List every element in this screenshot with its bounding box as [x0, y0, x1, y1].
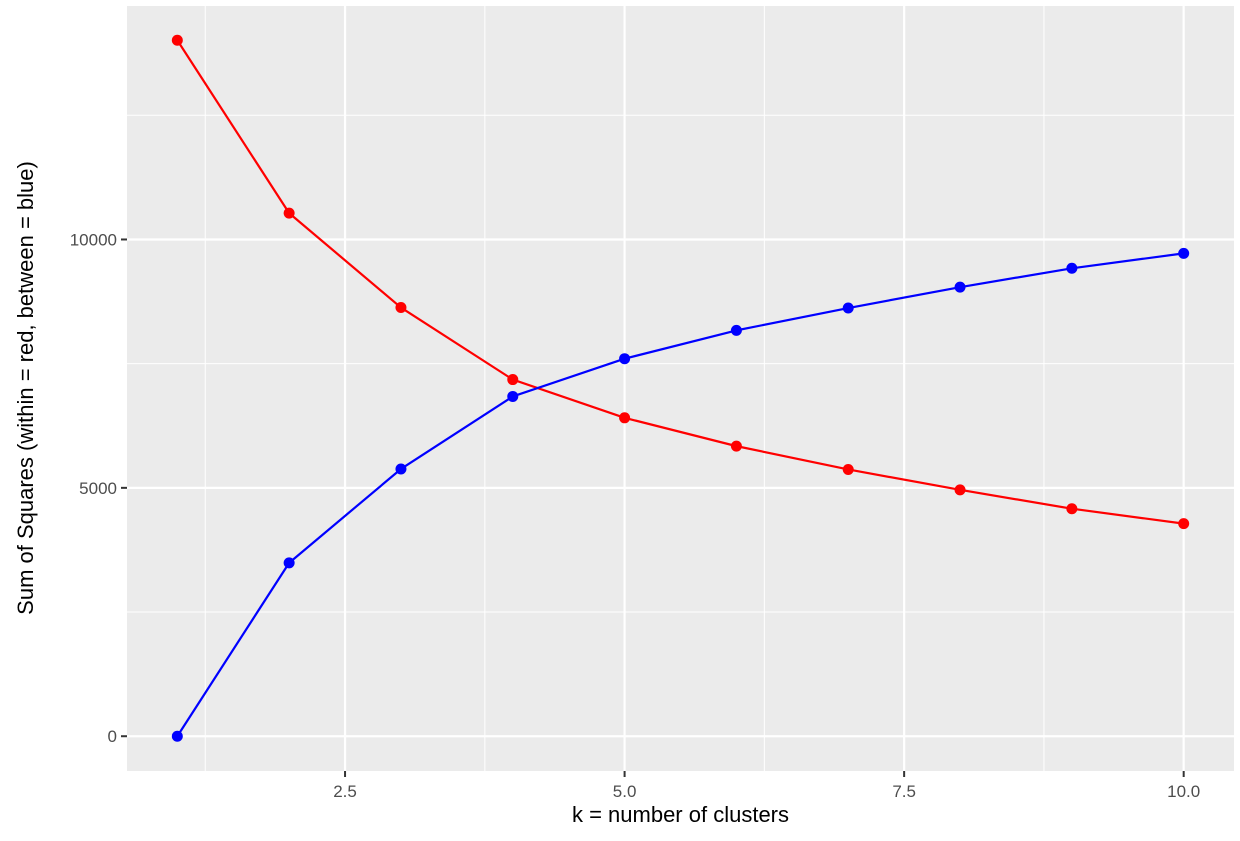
between-point: [395, 463, 407, 475]
series-layer: [171, 34, 1190, 742]
between-point: [1066, 262, 1078, 274]
between-point: [507, 390, 519, 402]
plot-panel: [127, 6, 1234, 771]
x-tick-label: 5.0: [613, 782, 637, 801]
within-point: [507, 374, 519, 386]
x-tick-label: 10.0: [1167, 782, 1200, 801]
within-line: [176, 39, 1184, 525]
y-tick-label: 5000: [79, 479, 117, 498]
axis-tick-labels: 2.5 5.0 7.5 10.0 0 5000 10000: [70, 230, 1201, 801]
within-point: [171, 34, 183, 46]
y-tick-label: 10000: [70, 230, 117, 249]
y-tick-label: 0: [108, 727, 117, 746]
within-point: [395, 302, 407, 314]
within-point: [619, 412, 631, 424]
minor-gridlines: [127, 6, 1234, 771]
within-point: [1178, 518, 1190, 530]
between-line: [176, 252, 1184, 737]
between-point: [730, 324, 742, 336]
within-point: [283, 207, 295, 219]
between-point: [954, 281, 966, 293]
between-point: [1178, 247, 1190, 259]
between-point: [171, 730, 183, 742]
between-point: [619, 353, 631, 365]
x-axis-title: k = number of clusters: [572, 802, 789, 827]
within-point: [842, 463, 854, 475]
within-point: [1066, 503, 1078, 515]
axis-ticks: [121, 238, 1185, 777]
y-axis-title: Sum of Squares (within = red, between = …: [13, 161, 38, 615]
x-tick-label: 7.5: [892, 782, 916, 801]
within-point: [954, 484, 966, 496]
major-gridlines: [127, 6, 1234, 771]
between-point: [842, 302, 854, 314]
x-tick-label: 2.5: [333, 782, 357, 801]
within-point: [730, 440, 742, 452]
between-point: [283, 557, 295, 569]
